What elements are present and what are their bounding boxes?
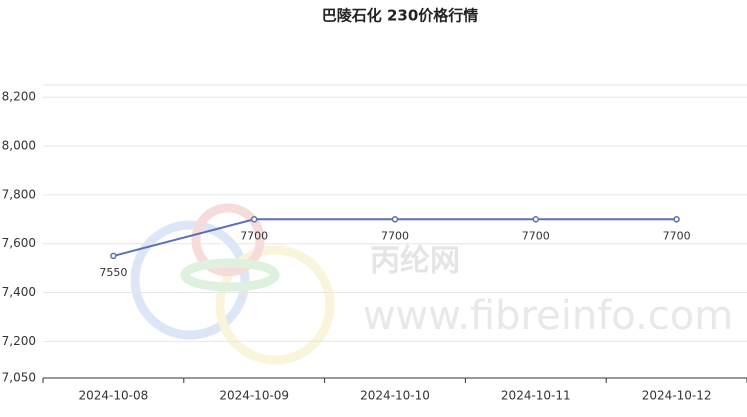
chart-title: 巴陵石化 230价格行情	[322, 7, 479, 25]
point	[110, 252, 117, 260]
x-tick-label: 2024-10-10	[360, 389, 430, 403]
y-tick-label: 7,400	[2, 285, 36, 299]
data-label: 7700	[663, 229, 691, 242]
point	[532, 216, 540, 223]
x-tick-label: 2024-10-08	[79, 389, 149, 403]
y-tick-label: 7,050	[2, 371, 36, 385]
watermark-url: www.fibreinfo.com	[363, 293, 733, 339]
watermark-text: 丙纶网	[370, 244, 460, 279]
point	[391, 216, 399, 223]
y-tick-label: 8,000	[2, 139, 36, 153]
y-tick-label: 7,200	[2, 334, 36, 348]
point	[673, 216, 680, 223]
x-tick-label: 2024-10-11	[501, 389, 571, 403]
y-tick-label: 8,200	[2, 90, 36, 104]
data-label: 7700	[522, 229, 550, 242]
watermark-logo	[130, 203, 335, 365]
x-tick-label: 2024-10-09	[219, 389, 289, 403]
y-tick-label: 7,800	[2, 187, 36, 201]
point	[250, 216, 258, 223]
y-tick-label: 7,600	[2, 236, 36, 250]
data-label: 7550	[99, 266, 127, 279]
data-label: 7700	[240, 229, 268, 242]
data-label: 7700	[381, 229, 409, 242]
x-tick-label: 2024-10-12	[642, 389, 712, 403]
